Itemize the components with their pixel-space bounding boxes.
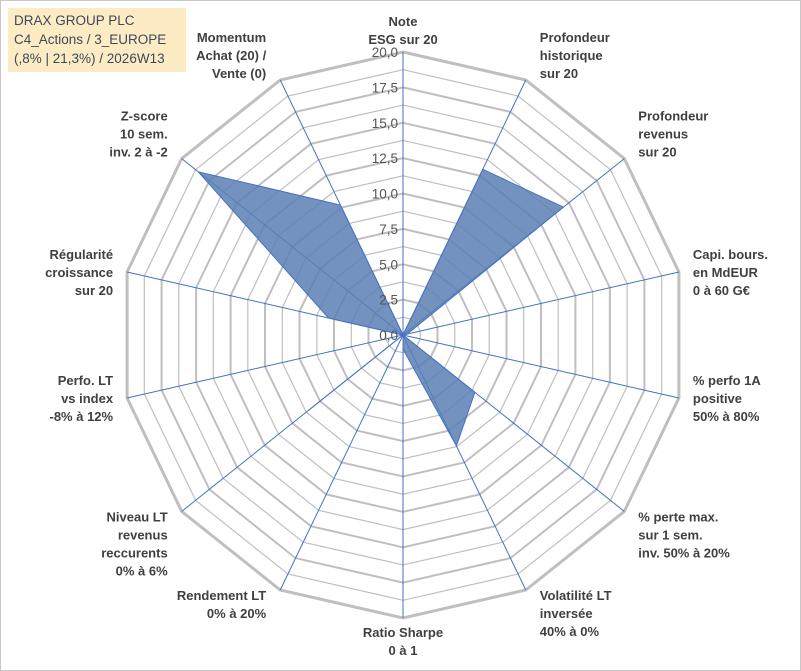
axis-label: Z-score 10 sem. inv. 2 à -2 <box>109 109 167 160</box>
title-line-company: DRAX GROUP PLC <box>14 13 135 28</box>
title-line-category: C4_Actions / 3_EUROPE <box>14 32 167 47</box>
axis-label: Note ESG sur 20 <box>368 14 437 47</box>
tick-label: 15,0 <box>372 116 398 131</box>
tick-label: 20,0 <box>372 45 398 60</box>
tick-label: 5,0 <box>379 257 398 272</box>
axis-label: Volatilité LT inversée 40% à 0% <box>540 588 612 639</box>
tick-label: 2,5 <box>379 293 398 308</box>
axis-label: Momentum Achat (20) / Vente (0) <box>196 30 266 81</box>
tick-label: 10,0 <box>372 187 398 202</box>
tick-label: 0,0 <box>379 328 398 343</box>
axis-label: Niveau LT revenus reccurents 0% à 6% <box>101 509 168 578</box>
title-line-period: (,8% | 21,3%) / 2026W13 <box>14 51 165 66</box>
axis-label: Rendement LT 0% à 20% <box>177 588 267 621</box>
axis-label: % perfo 1A positive 50% à 80% <box>693 373 762 424</box>
radar-tick-labels: 0,0 2,5 5,0 7,5 10,0 12,5 15,0 17,5 20,0 <box>372 45 398 343</box>
axis-spoke <box>279 334 404 591</box>
axis-label: Ratio Sharpe 0 à 1 <box>363 625 443 658</box>
axis-label: Profondeur historique sur 20 <box>540 30 610 81</box>
tick-label: 7,5 <box>379 222 398 237</box>
axis-label: Perfo. LT vs index -8% à 12% <box>50 373 114 424</box>
axis-spoke <box>402 271 680 336</box>
axis-label: Régularité croissance sur 20 <box>45 247 113 298</box>
axis-spoke <box>402 334 680 399</box>
tick-label: 17,5 <box>372 80 398 95</box>
axis-label: % perte max. sur 1 sem. inv. 50% à 20% <box>638 509 730 560</box>
radar-axis-labels: Note ESG sur 20 Profondeur historique sur 20… <box>45 14 768 658</box>
radar-series <box>196 168 565 448</box>
axis-label: Profondeur revenus sur 20 <box>638 109 708 160</box>
chart-title-box: DRAX GROUP PLC C4_Actions / 3_EUROPE (,8… <box>8 8 186 72</box>
axis-spoke <box>126 334 404 399</box>
axis-label: Capi. bours. en MdEUR 0 à 60 G€ <box>693 247 768 298</box>
tick-label: 12,5 <box>372 151 398 166</box>
